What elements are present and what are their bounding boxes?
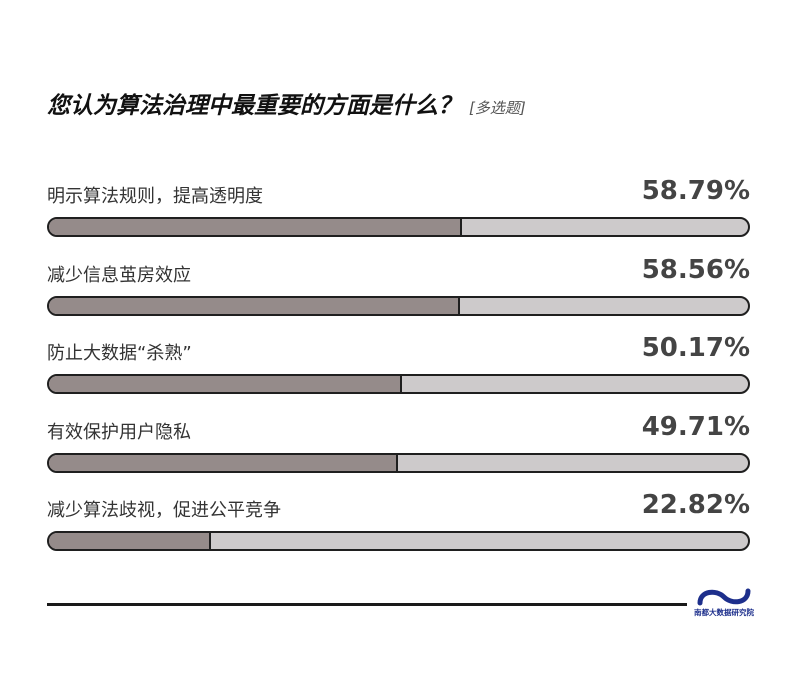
bar-value-label: 22.82%: [641, 490, 750, 520]
footer-divider: [47, 603, 687, 606]
bar-value-label: 49.71%: [641, 411, 750, 442]
brand-logo-text: 南都大数据研究院: [694, 608, 754, 617]
bar-row: 明示算法规则，提高透明度 58.79%: [47, 170, 750, 249]
bar-label: 减少信息茧房效应: [47, 264, 191, 286]
bar-row: 有效保护用户隐私 49.71%: [47, 406, 750, 485]
bar-value-label: 58.56%: [641, 254, 750, 285]
bar-chart: 明示算法规则，提高透明度 58.79% 减少信息茧房效应 58.56% 防止大数据“杀熟…: [47, 170, 750, 563]
bar-value-label: 50.17%: [641, 333, 750, 363]
brand-logo: 南都大数据研究院: [694, 587, 754, 621]
bar-row: 减少算法歧视，促进公平竞争 22.82%: [47, 484, 750, 563]
bar-fill: [49, 454, 399, 471]
question-type-tag: [多选题]: [469, 99, 526, 117]
bar-track: [47, 452, 750, 473]
title-row: 您认为算法治理中最重要的方面是什么？ [多选题]: [47, 86, 526, 120]
bar-label: 减少算法歧视，促进公平竞争: [47, 500, 281, 521]
bar-fill: [49, 533, 211, 549]
bar-track: [47, 217, 750, 237]
bar-label: 明示算法规则，提高透明度: [47, 186, 263, 207]
bar-row: 防止大数据“杀熟” 50.17%: [47, 327, 750, 406]
bar-label: 有效保护用户隐私: [47, 421, 191, 443]
bar-fill: [49, 297, 461, 314]
bar-track: [47, 374, 750, 394]
chart-title: 您认为算法治理中最重要的方面是什么？: [47, 93, 461, 119]
bar-value-label: 58.79%: [641, 176, 750, 206]
bar-track: [47, 531, 750, 551]
bar-fill: [49, 376, 402, 392]
wave-logo-icon: [697, 588, 751, 606]
bar-row: 减少信息茧房效应 58.56%: [47, 249, 750, 328]
bar-track: [47, 295, 750, 316]
bar-label: 防止大数据“杀熟”: [47, 343, 192, 364]
bar-fill: [49, 219, 462, 235]
